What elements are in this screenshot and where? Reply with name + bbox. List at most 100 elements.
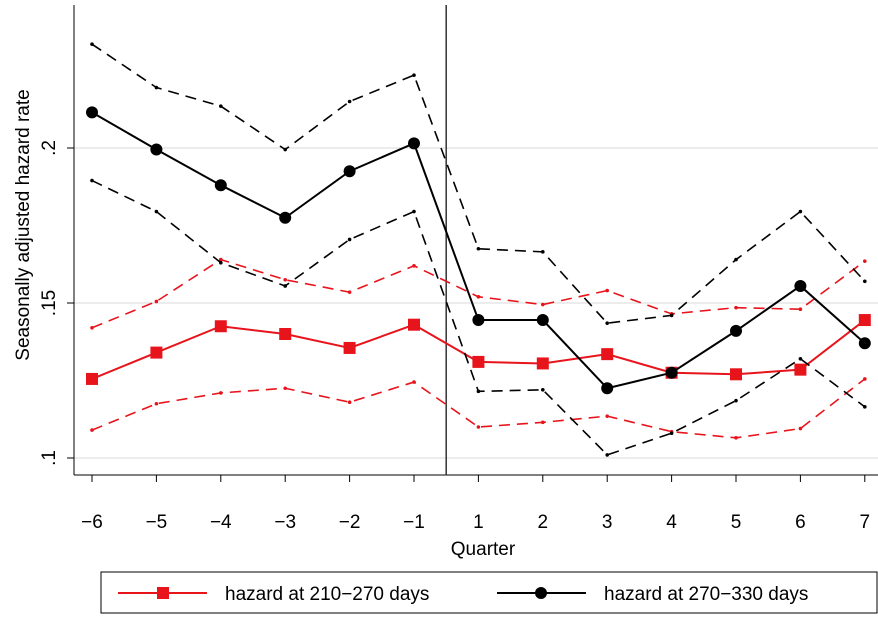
x-tick-label: 6 [795,512,806,533]
ci-upper-point [541,250,545,254]
ci-lower-point [734,398,738,403]
ci-lower-point [219,391,223,395]
ci-upper-point [734,305,738,310]
x-tick-label: 7 [860,512,871,533]
series-layer [86,42,871,457]
ci-upper-point [347,290,352,294]
ci-lower-point [476,425,481,429]
grid-layer [74,147,878,459]
ci-upper-point [798,307,803,312]
data-point-square [150,346,163,359]
ci-lower-line [91,378,866,439]
ci-lower-point [283,284,288,288]
ci-lower-point [283,386,288,391]
legend-box [100,571,878,614]
data-point-square [730,368,742,381]
x-tick-label: 4 [666,512,677,533]
ci-upper-point [219,104,223,108]
ci-lower-point [863,377,867,381]
data-point-circle [279,211,292,224]
data-point-circle [536,314,549,327]
series-group-0 [86,257,871,440]
x-axis-label: Quarter [451,539,516,560]
legend-red-label: hazard at 210−270 days [225,584,429,605]
y-axis-label: Seasonally adjusted hazard rate [13,89,34,360]
ci-upper-point [283,147,288,152]
data-point-circle [408,137,420,150]
x-tick-label: −2 [339,512,361,533]
ci-upper-point [154,85,159,90]
x-tick-label: −4 [210,512,232,533]
ci-lower-point [605,453,609,457]
data-point-square [214,320,227,333]
data-point-circle [665,366,678,379]
x-tick-label: 5 [731,512,742,533]
ci-lower-point [90,178,94,183]
x-tick-label: 3 [602,512,613,533]
ci-upper-point [283,277,288,282]
ci-lower-point [541,420,545,425]
data-point-square [536,357,549,370]
ci-lower-point [154,401,159,406]
data-point-circle [150,143,163,156]
data-point-square [794,363,807,376]
ci-upper-point [219,257,223,262]
x-tick-label: −3 [274,512,296,533]
ci-upper-point [90,42,94,46]
legend-black-marker [535,587,547,599]
legend-red-marker [157,587,169,599]
ci-upper-point [863,279,867,284]
data-point-circle [858,337,871,350]
data-point-square [601,348,614,361]
y-tick-label: .2 [39,140,60,156]
legend: hazard at 210−270 days hazard at 270−330… [100,571,878,614]
x-tick-label: −5 [146,512,168,533]
ci-lower-point [347,400,352,405]
data-point-square [279,328,292,340]
ci-upper-point [863,259,867,263]
ci-upper-point [669,313,674,318]
ci-upper-point [154,299,159,304]
ci-upper-point [412,73,416,77]
data-point-circle [730,324,742,337]
y-tick-label: .15 [39,290,60,316]
data-point-square [858,314,871,327]
data-point-square [86,372,98,385]
ci-lower-point [669,431,674,436]
data-point-square [408,318,420,331]
series-group-1 [86,42,871,457]
data-point-circle [601,382,614,395]
ci-lower-point [798,357,803,361]
ci-upper-point [605,288,609,293]
ci-upper-point [347,99,352,104]
series-line [91,319,866,380]
ci-lower-point [476,389,481,394]
ci-lower-point [90,428,94,432]
ci-lower-point [863,405,867,409]
ci-upper-point [734,257,738,262]
ci-upper-point [476,295,481,299]
ci-upper-point [541,302,545,307]
x-tick-label: −1 [403,512,425,533]
ci-lower-point [412,380,416,384]
data-point-circle [794,279,807,292]
ci-upper-point [476,246,481,251]
data-point-square [472,355,485,368]
data-point-circle [472,314,485,327]
ci-lower-point [605,414,609,418]
axes-layer: Seasonally adjusted hazard rate Quarter … [13,5,878,560]
ci-lower-point [734,436,738,440]
ci-lower-point [412,209,416,214]
legend-black-label: hazard at 270−330 days [604,584,808,605]
ci-lower-point [219,260,223,265]
ci-lower-point [541,388,545,392]
data-point-circle [343,165,356,178]
x-tick-label: 1 [473,512,484,533]
ci-upper-point [798,209,803,214]
ci-lower-point [347,237,352,242]
ci-upper-point [605,321,609,325]
legend-entry-black: hazard at 270−330 days [497,584,808,605]
y-tick-label: .1 [39,450,60,466]
